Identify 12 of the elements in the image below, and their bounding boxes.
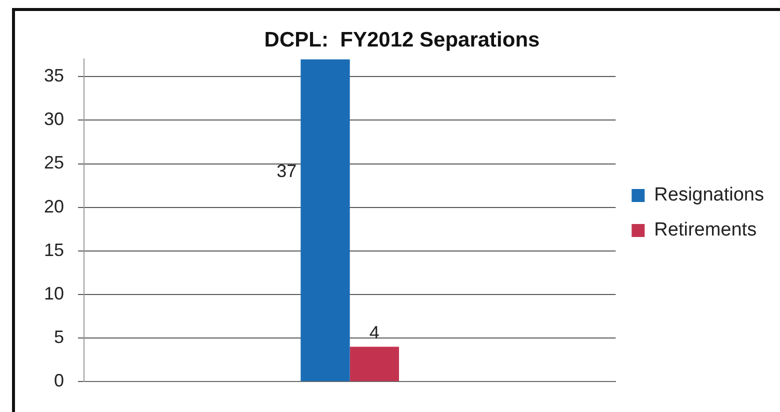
y-tick-label: 35 bbox=[44, 66, 64, 86]
chart-title: DCPL: FY2012 Separations bbox=[264, 28, 540, 52]
y-tick-label: 10 bbox=[44, 283, 64, 304]
data-label: 37 bbox=[276, 160, 297, 181]
y-tick-label: 5 bbox=[54, 327, 64, 347]
y-tick-label: 25 bbox=[44, 152, 64, 173]
y-tick-label: 20 bbox=[44, 196, 64, 216]
y-tick-label: 30 bbox=[44, 109, 64, 130]
y-tick-label: 15 bbox=[44, 240, 64, 260]
legend-label: Resignations bbox=[654, 184, 764, 206]
y-tick-label: 0 bbox=[54, 370, 64, 391]
legend-label: Retirements bbox=[654, 220, 757, 241]
